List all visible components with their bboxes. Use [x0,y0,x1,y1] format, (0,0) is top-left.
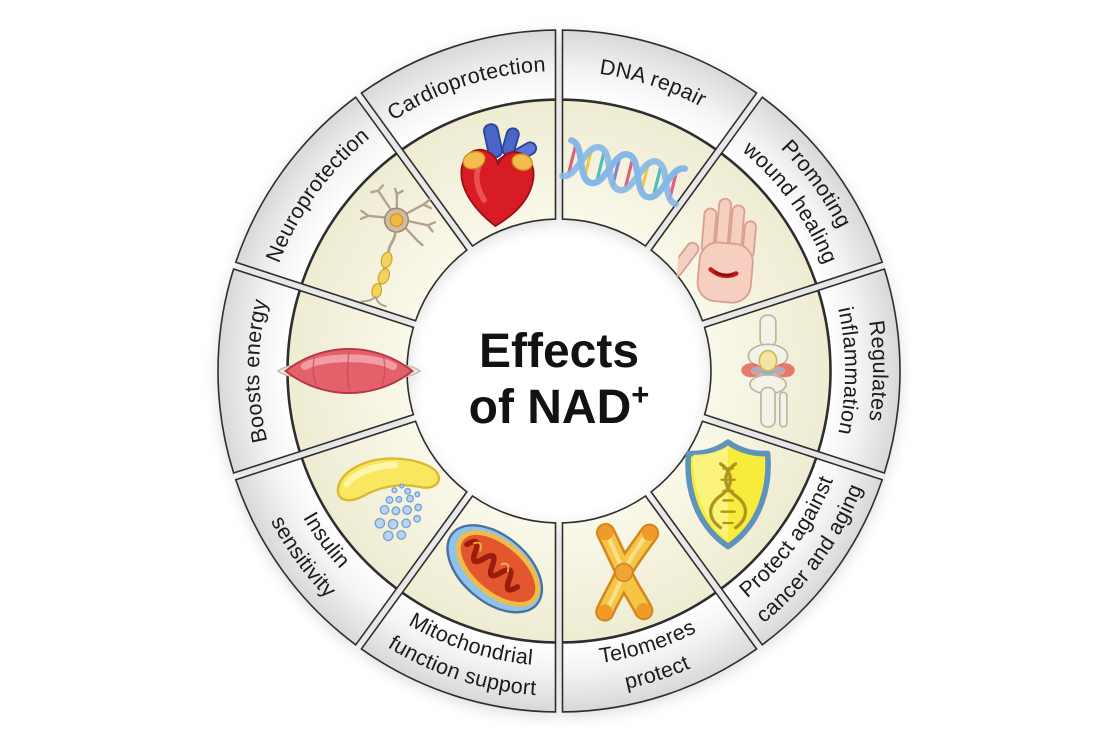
title-line-2: of NAD+ [469,377,650,434]
segment-dna-repair-label-band [561,29,758,151]
segment-protect-against-cancer-and-aging-label-band [720,457,884,646]
title-line-1: Effects [479,325,639,378]
segment-mitochondrial-function-support-label-band [360,591,557,713]
segment-regulates-inflammation-label-band [817,267,901,475]
segment-insulin-sensitivity-label-band [234,457,398,646]
segment-insulin-sensitivity-icon-band [301,420,468,590]
segment-regulates-inflammation-label-line-1: Regulates [864,319,892,423]
segment-neuroprotection-label-band [234,96,398,285]
segment-neuroprotection-icon-band [301,152,468,322]
segment-boosts-energy-label-band [217,267,301,475]
segment-telomeres-protect-label-band [561,591,758,713]
segment-cardioprotection-label-band [360,29,557,151]
segment-promoting-wound-healing-label-band [720,96,884,285]
wheel-center: Effects of NAD+ [469,325,650,434]
